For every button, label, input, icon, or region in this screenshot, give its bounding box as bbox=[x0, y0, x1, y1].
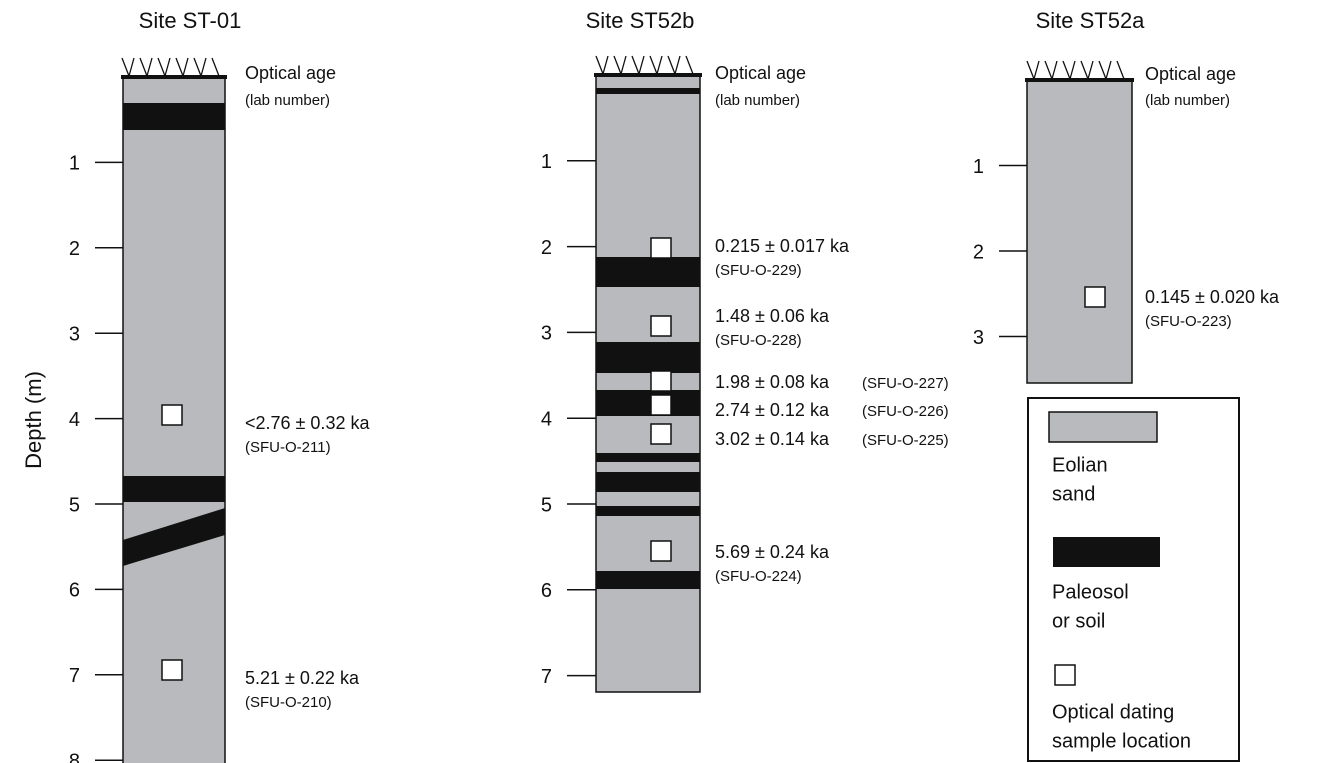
site-st01: Site ST-01 Optical age (lab number) <2.7… bbox=[121, 8, 370, 763]
sample-age: 1.98 ± 0.08 ka bbox=[715, 372, 830, 392]
depth-tick-label: 3 bbox=[69, 323, 80, 345]
depth-tick-label: 2 bbox=[973, 241, 984, 263]
depth-tick-label: 6 bbox=[541, 580, 552, 602]
sample-marker bbox=[651, 395, 671, 415]
stratigraphy-diagram: Depth (m) Site ST-01 Optical age (lab nu… bbox=[0, 0, 1319, 763]
paleosol bbox=[123, 103, 225, 130]
sample-lab: (SFU-O-224) bbox=[715, 568, 802, 585]
paleosol bbox=[596, 506, 700, 516]
sample-lab: (SFU-O-210) bbox=[245, 694, 332, 711]
legend-label: Eolian bbox=[1052, 454, 1108, 476]
sample-marker bbox=[1085, 287, 1105, 307]
header-sub: (lab number) bbox=[715, 92, 800, 109]
vegetation bbox=[596, 56, 693, 74]
sample-marker bbox=[651, 371, 671, 391]
paleosol bbox=[596, 88, 700, 94]
sample-marker bbox=[651, 316, 671, 336]
depth-tick-label: 1 bbox=[541, 151, 552, 173]
depth-tick-label: 4 bbox=[69, 409, 80, 431]
vegetation bbox=[1027, 61, 1124, 79]
legend-label: sand bbox=[1052, 483, 1095, 505]
legend-label: Optical dating bbox=[1052, 701, 1174, 723]
sample-age: 1.48 ± 0.06 ka bbox=[715, 306, 830, 326]
sample-lab: (SFU-O-226) bbox=[862, 403, 949, 420]
depth-tick-label: 1 bbox=[69, 153, 80, 175]
depth-tick-label: 5 bbox=[69, 494, 80, 516]
legend-label: or soil bbox=[1052, 610, 1105, 632]
legend-swatch bbox=[1049, 412, 1157, 442]
header-sub: (lab number) bbox=[245, 92, 330, 109]
paleosol bbox=[596, 472, 700, 492]
depth-tick-label: 4 bbox=[541, 408, 552, 430]
legend-label: Paleosol bbox=[1052, 581, 1129, 603]
site-st52a: Site ST52a Optical age (lab number) 0.14… bbox=[1025, 8, 1280, 383]
depth-tick-label: 7 bbox=[541, 666, 552, 688]
header-sub: (lab number) bbox=[1145, 92, 1230, 109]
sample-age: 0.145 ± 0.020 ka bbox=[1145, 287, 1280, 307]
depth-tick-label: 5 bbox=[541, 494, 552, 516]
site-title: Site ST-01 bbox=[139, 8, 242, 33]
site-st52b: Site ST52b Optical age (lab number) 0.21… bbox=[586, 8, 949, 692]
sample-lab: (SFU-O-223) bbox=[1145, 313, 1232, 330]
paleosol bbox=[596, 390, 700, 416]
site-title: Site ST52a bbox=[1036, 8, 1146, 33]
legend: Eolian sand Paleosol or soil Optical dat… bbox=[1028, 398, 1239, 761]
sample-marker bbox=[651, 238, 671, 258]
eolian-sand bbox=[596, 75, 700, 692]
sample-lab: (SFU-O-211) bbox=[245, 439, 331, 456]
depth-tick-label: 2 bbox=[541, 237, 552, 259]
paleosol bbox=[596, 453, 700, 462]
depth-tick-label: 2 bbox=[69, 238, 80, 260]
depth-tick-label: 3 bbox=[973, 327, 984, 349]
depth-tick-label: 8 bbox=[69, 750, 80, 763]
vegetation bbox=[122, 58, 219, 76]
sample-age: <2.76 ± 0.32 ka bbox=[245, 413, 370, 433]
sample-age: 0.215 ± 0.017 ka bbox=[715, 236, 850, 256]
header: Optical age bbox=[1145, 64, 1236, 84]
sample-marker bbox=[162, 405, 182, 425]
paleosol bbox=[123, 476, 225, 502]
sample-age: 5.21 ± 0.22 ka bbox=[245, 668, 360, 688]
sample-marker bbox=[651, 424, 671, 444]
sample-lab: (SFU-O-229) bbox=[715, 262, 802, 279]
sample-age: 5.69 ± 0.24 ka bbox=[715, 542, 830, 562]
paleosol bbox=[596, 257, 700, 287]
y-axis-label: Depth (m) bbox=[21, 371, 46, 469]
depth-tick-label: 6 bbox=[69, 580, 80, 602]
legend-label: sample location bbox=[1052, 730, 1191, 752]
sample-marker bbox=[162, 660, 182, 680]
depth-tick-label: 1 bbox=[973, 156, 984, 178]
header: Optical age bbox=[245, 63, 336, 83]
eolian-sand bbox=[1027, 80, 1132, 383]
legend-swatch bbox=[1053, 537, 1160, 567]
sample-lab: (SFU-O-225) bbox=[862, 432, 949, 449]
site-title: Site ST52b bbox=[586, 8, 695, 33]
paleosol bbox=[596, 571, 700, 589]
depth-tick-label: 7 bbox=[69, 665, 80, 687]
sample-lab: (SFU-O-228) bbox=[715, 332, 802, 349]
sample-age: 3.02 ± 0.14 ka bbox=[715, 429, 830, 449]
sample-marker bbox=[651, 541, 671, 561]
sample-lab: (SFU-O-227) bbox=[862, 375, 949, 392]
header: Optical age bbox=[715, 63, 806, 83]
paleosol bbox=[596, 342, 700, 373]
legend-swatch bbox=[1055, 665, 1075, 685]
depth-tick-label: 3 bbox=[541, 323, 552, 345]
sample-age: 2.74 ± 0.12 ka bbox=[715, 400, 830, 420]
